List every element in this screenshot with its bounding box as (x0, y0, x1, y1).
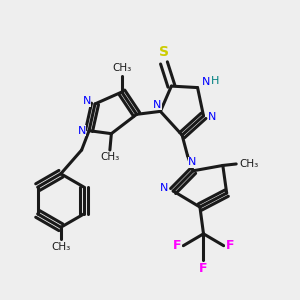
Text: N: N (202, 77, 210, 87)
Text: CH₃: CH₃ (239, 159, 258, 169)
Text: F: F (199, 262, 208, 275)
Text: CH₃: CH₃ (112, 63, 131, 73)
Text: F: F (172, 239, 181, 252)
Text: S: S (159, 45, 169, 58)
Text: CH₃: CH₃ (100, 152, 119, 162)
Text: N: N (77, 126, 86, 136)
Text: N: N (153, 100, 161, 110)
Text: H: H (211, 76, 220, 86)
Text: N: N (208, 112, 217, 122)
Text: CH₃: CH₃ (51, 242, 70, 252)
Text: N: N (160, 183, 168, 193)
Text: N: N (82, 96, 91, 106)
Text: F: F (226, 239, 235, 252)
Text: N: N (188, 158, 197, 167)
